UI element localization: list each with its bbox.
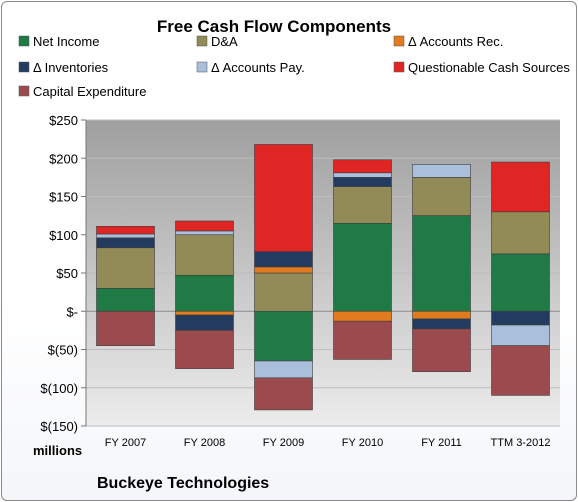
bar-segment [491,161,550,213]
y-tick-label: $(100) [40,381,78,396]
legend-label: D&A [211,34,238,49]
legend-swatch [18,61,30,73]
bar-segment [333,159,392,174]
x-tick-label: FY 2010 [342,437,383,449]
bar-segment [175,314,234,331]
bar-segment [412,164,471,178]
bar-segment [333,320,392,360]
chart-title: Free Cash Flow Components [157,17,391,36]
bar-segment [491,253,550,312]
legend-swatch [393,35,405,47]
bar-segment [412,328,471,372]
y-axis: $250 $200 $150 $100 $50 $- $(50) $(100) $(150) [40,113,87,434]
legend-label: Net Income [33,34,99,49]
y-tick-label: $200 [49,151,78,166]
legend: Net Income D&A Δ Accounts Rec. Δ Inventorie… [18,34,570,99]
bar-segment [333,172,392,178]
x-tick-label: FY 2008 [184,437,225,449]
bar-segment [175,310,234,316]
legend-swatch [393,61,405,73]
legend-label: Δ Accounts Pay. [211,60,305,75]
legend-label: Δ Accounts Rec. [408,34,503,49]
y-tick-label: $250 [49,113,78,128]
bar-segment [491,324,550,346]
bar-segment [254,310,313,362]
y-tick-label: $50 [56,266,78,281]
bar-segment [175,220,234,232]
bar-segment [412,318,471,330]
y-tick-label: $(150) [40,419,78,434]
legend-swatch [18,35,30,47]
legend-swatch [196,35,208,47]
legend-label: Δ Inventories [33,60,109,75]
bar-segment [254,377,313,411]
bar-segment [96,226,155,235]
bar-segment [333,177,392,187]
bar-segment [175,234,234,276]
legend-label: Capital Expenditure [33,84,146,99]
bar-segment [412,310,471,320]
bar-segment [333,186,392,224]
bar-segment [254,251,313,268]
x-tick-label: TTM 3-2012 [491,437,551,449]
bar-segment [96,287,155,312]
bars [96,144,550,411]
bar-segment [333,222,392,312]
bar-segment [491,345,550,396]
legend-label: Questionable Cash Sources [408,60,570,75]
y-tick-label: $(50) [48,343,78,358]
bar-segment [491,211,550,255]
bar-segment [254,144,313,252]
units-label: millions [33,443,82,458]
bar-segment [96,310,155,346]
bar-segment [96,237,155,249]
x-tick-label: FY 2011 [421,437,462,449]
x-tick-label: FY 2009 [263,437,304,449]
bar-segment [254,272,313,312]
bar-segment [254,266,313,274]
x-axis: FY 2007 FY 2008 FY 2009 FY 2010 FY 2011 TTM 3… [105,437,551,449]
bar-segment [175,274,234,312]
x-tick-label: FY 2007 [105,437,146,449]
bar-segment [96,233,155,239]
bar-segment [412,177,471,216]
legend-swatch [196,61,208,73]
gridlines [86,119,560,427]
y-tick-label: $- [66,304,78,319]
bar-segment [175,230,234,236]
bar-segment [491,310,550,326]
bar-segment [333,310,392,322]
company-name: Buckeye Technologies [97,475,269,492]
y-tick-label: $100 [49,228,78,243]
y-tick-label: $150 [49,190,78,205]
bar-segment [412,215,471,312]
bar-segment [96,247,155,289]
legend-swatch [18,85,30,97]
bar-segment [175,330,234,369]
bar-segment [254,360,313,379]
